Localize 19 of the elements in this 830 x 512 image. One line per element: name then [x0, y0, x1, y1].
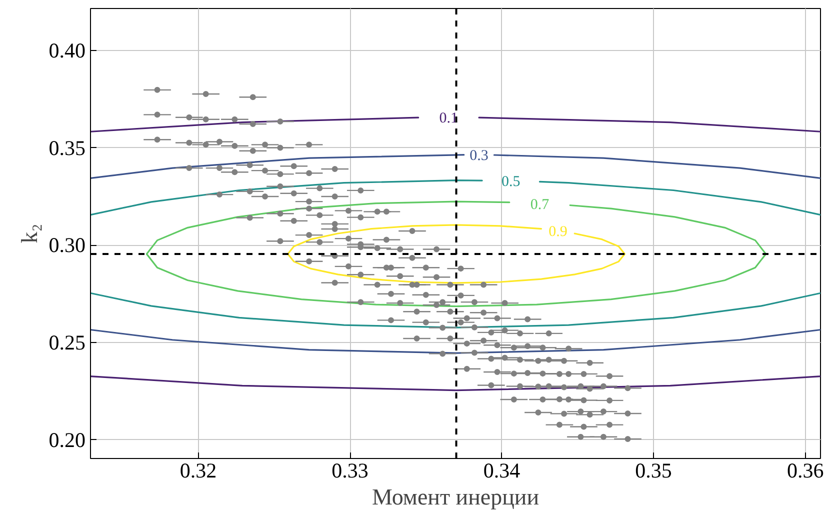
series-label: 0.7	[530, 196, 550, 213]
x-tick-label: 0.36	[786, 458, 824, 482]
y-tick-label: 0.35	[48, 136, 86, 160]
series-label: 0.1	[439, 110, 458, 127]
x-tick-label: 0.33	[332, 458, 368, 482]
x-axis-title: Момент инерции	[372, 484, 540, 510]
y-tick-label: 0.30	[48, 233, 86, 258]
y-tick-label: 0.25	[48, 330, 86, 355]
y-tick-label: 0.20	[48, 428, 86, 452]
series-label: 0.5	[502, 174, 520, 190]
series-label: 0.3	[470, 148, 488, 164]
y-axis-title: k₂	[16, 224, 42, 244]
y-tick-label: 0.40	[48, 38, 86, 62]
x-tick-label: 0.34	[483, 458, 521, 482]
line-series	[90, 328, 820, 354]
line-series	[90, 292, 820, 328]
x-tick-label: 0.32	[180, 458, 217, 482]
series-label: 0.9	[548, 224, 568, 240]
x-tick-label: 0.35	[635, 458, 672, 482]
